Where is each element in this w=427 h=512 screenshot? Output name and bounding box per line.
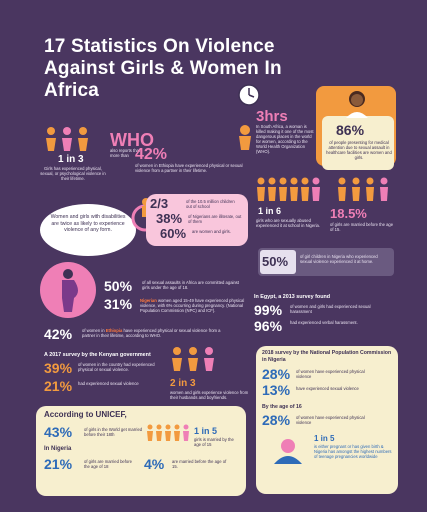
unicef-sub-heading: In Nigeria	[44, 446, 72, 452]
npc-heading: 2018 survey by the National Population C…	[262, 350, 392, 363]
unicef-heading: According to UNICEF,	[44, 410, 127, 419]
stat-1in6-text: girls who are sexually abused experience…	[256, 218, 321, 228]
schools-a-value: 2/3	[150, 196, 169, 211]
npc-c-value: 28%	[262, 412, 291, 428]
stat-1in3-value: 1 in 3	[58, 154, 84, 165]
clock-value: 3hrs	[256, 108, 288, 125]
who-value: 42%	[135, 146, 168, 163]
npc-b-value: 13%	[262, 382, 291, 398]
unicef-d-value: 4%	[144, 456, 165, 472]
stat-42-prefix: of women in	[82, 328, 105, 333]
stat-31-text-wrap: Nigerian women aged 15-49 have experienc…	[140, 298, 252, 313]
doctor-text: of people presenting for medical attenti…	[326, 140, 392, 160]
stat-42-text-wrap: of women in Ethiopia have experienced ph…	[82, 328, 232, 338]
schools-a-text: of the 10.5 million children out of scho…	[186, 199, 235, 209]
who-prefix: also reports that more than	[110, 148, 141, 158]
unicef-girls-group	[146, 424, 190, 447]
girls-row-icon	[257, 177, 320, 201]
kenya-heading: A 2017 survey by the Kenyan government	[44, 352, 151, 358]
stat-2in3-value: 2 in 3	[170, 378, 196, 389]
unicef-card	[36, 406, 246, 496]
unicef-d-text: are married before the age of 15.	[172, 459, 227, 469]
schools-c-text: are women and girls.	[192, 229, 231, 234]
page-title: 17 Statistics On Violence Against Girls …	[44, 36, 282, 101]
npc-a-text: of women have experienced physical viole…	[296, 369, 365, 379]
unicef-girls-icon	[147, 424, 189, 441]
unicef-a-text: of girls in the World get married before…	[84, 427, 143, 437]
girl-figures-group	[44, 126, 94, 157]
npc-d-text: is either pregnant or has given birth & …	[314, 444, 392, 459]
stat-50-nigeria-badge	[260, 250, 296, 274]
stat-2in3-text: women and girls experience violence from…	[170, 390, 249, 400]
unicef-b-value: 1 in 5	[194, 426, 218, 436]
baby-icon-wrap	[270, 436, 306, 471]
clock-text: In South Africa, a woman is killed makin…	[256, 124, 314, 154]
stat-50-assaults-value: 50%	[104, 278, 133, 294]
npc-b-text: have experienced sexual violence	[296, 386, 359, 391]
women-figures-icon	[172, 347, 214, 371]
girl-figures-icon	[46, 127, 88, 151]
kenya-a-text: of women in the country had experienced …	[78, 362, 155, 372]
egypt-a-text: of women and girls had experienced sexua…	[290, 304, 371, 314]
disability-bubble	[40, 204, 136, 256]
npc-d-value: 1 in 5	[314, 434, 335, 443]
stat-31-value: 31%	[104, 296, 133, 312]
stat-50-nigeria-value: 50%	[262, 254, 289, 269]
doctor-icon-wrap	[342, 88, 372, 123]
women-figures-group	[170, 346, 220, 377]
stat-50-nigeria-text: of girl children in Nigeria who experien…	[300, 254, 378, 264]
doctor-card-inner	[322, 116, 394, 170]
kenya-b-text: had experienced sexual violence	[78, 381, 139, 386]
who-text: of women in Ethiopia have experienced ph…	[135, 163, 243, 173]
stat-50-assaults-text: of all sexual assaults in Africa are com…	[142, 280, 240, 290]
egypt-b-value: 96%	[254, 318, 283, 334]
npc-card	[256, 346, 398, 494]
unicef-a-value: 43%	[44, 424, 73, 440]
clock-icon	[238, 84, 260, 106]
unicef-c-value: 21%	[44, 456, 73, 472]
kenya-a-value: 39%	[44, 360, 73, 376]
npc-a-value: 28%	[262, 366, 291, 382]
woman-figure-icon	[239, 125, 251, 150]
stat-31-country: Nigerian	[140, 298, 157, 303]
clock-icon-wrap	[238, 84, 260, 111]
schools-card	[146, 194, 248, 246]
npc-sub-heading: By the age of 16	[262, 404, 302, 410]
stat-42-value: 42%	[44, 326, 73, 342]
pregnant-woman-icon-wrap	[52, 266, 84, 319]
schools-b-value: 38%	[156, 211, 183, 226]
stat-1in3-text: Girls has experienced physical, sexual, …	[40, 166, 106, 181]
pregnant-woman-icon	[62, 269, 78, 312]
egypt-heading: In Egypt, a 2013 survey found	[254, 294, 331, 300]
stat-185-value: 18.5%	[330, 206, 367, 221]
schools-c-value: 60%	[160, 226, 187, 241]
who-label: WHO	[110, 130, 154, 150]
unicef-c-text: of girls are married before the age of 1…	[84, 459, 132, 469]
baby-icon	[274, 439, 302, 464]
stat-31-text: women aged 15-49 have experienced physic…	[140, 298, 245, 313]
woman-figure-wrap	[236, 124, 254, 155]
girls-bride-icon	[338, 177, 388, 201]
stat-42-country: Ethiopia	[105, 328, 123, 333]
disability-text: Women and girls with disabilities are tw…	[50, 214, 126, 233]
doctor-value: 86%	[336, 122, 365, 138]
stat-1in6-value: 1 in 6	[258, 206, 282, 216]
girls-bride-group	[336, 176, 394, 207]
stat-185-text: of girls are married before the age of 1…	[330, 222, 394, 232]
doctor-icon	[346, 91, 368, 118]
schools-b-text: of Nigerians are illiterate, out of them	[188, 214, 242, 224]
egypt-b-text: had experienced verbal harassment.	[290, 320, 358, 325]
egypt-a-value: 99%	[254, 302, 283, 318]
kenya-b-value: 21%	[44, 378, 73, 394]
girls-row-group	[256, 176, 326, 207]
npc-c-text: of women have experienced physical viole…	[296, 415, 365, 425]
unicef-b-text: girls is married by the age of 15	[194, 437, 234, 447]
stat-42-text: have experienced physical or sexual viol…	[82, 328, 221, 338]
